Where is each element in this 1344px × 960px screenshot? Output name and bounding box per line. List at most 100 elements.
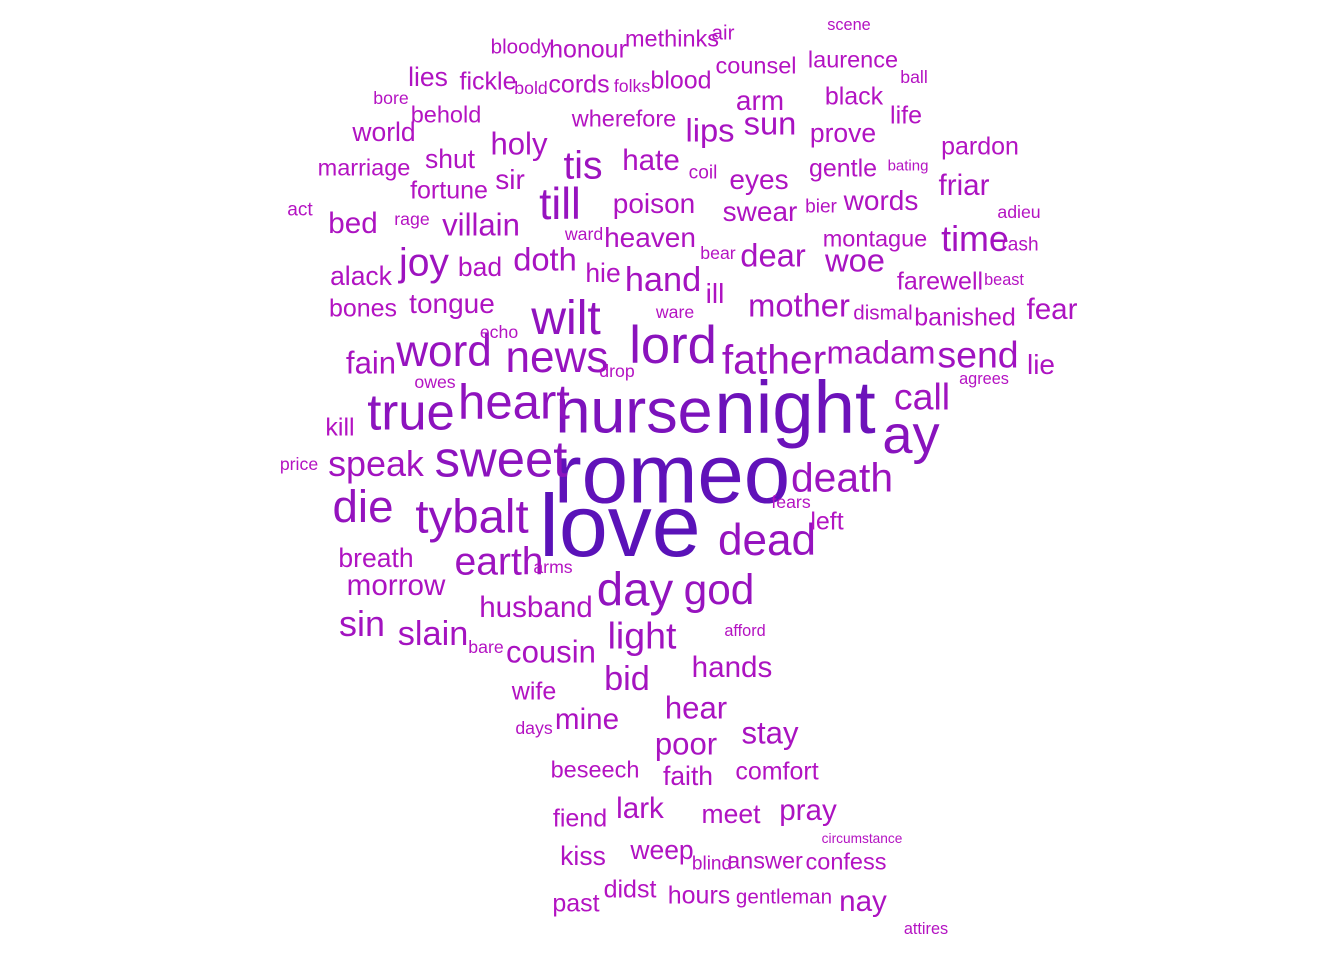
word-bier: bier	[805, 196, 837, 218]
word-fortune: fortune	[410, 176, 488, 205]
word-beast: beast	[984, 270, 1024, 289]
word-owes: owes	[414, 372, 456, 393]
word-husband: husband	[479, 591, 593, 625]
word-bloody: bloody	[490, 35, 552, 59]
word-hie: hie	[585, 257, 621, 288]
word-montague: montague	[822, 225, 928, 252]
word-bore: bore	[373, 88, 409, 109]
word-ward: ward	[564, 224, 604, 245]
word-past: past	[552, 889, 600, 918]
word-speak: speak	[328, 444, 424, 485]
word-ay: ay	[882, 404, 940, 465]
word-stay: stay	[741, 715, 799, 751]
word-confess: confess	[805, 848, 887, 875]
word-lips: lips	[685, 111, 735, 149]
word-true: true	[367, 383, 455, 441]
word-time: time	[941, 219, 1009, 260]
word-morrow: morrow	[346, 569, 446, 603]
word-wherefore: wherefore	[571, 105, 677, 132]
word-pardon: pardon	[941, 132, 1019, 161]
word-bed: bed	[328, 207, 378, 241]
word-eyes: eyes	[729, 164, 789, 195]
word-lies: lies	[408, 61, 448, 92]
word-afford: afford	[724, 621, 766, 640]
word-sweet: sweet	[434, 430, 568, 488]
word-counsel: counsel	[715, 52, 797, 79]
word-wilt: wilt	[531, 290, 601, 345]
word-news: news	[505, 332, 609, 382]
word-hours: hours	[667, 881, 731, 910]
word-act: act	[287, 199, 313, 221]
word-ware: ware	[655, 302, 695, 323]
word-fear: fear	[1026, 293, 1078, 327]
word-lie: lie	[1026, 349, 1056, 380]
word-bare: bare	[468, 637, 504, 658]
word-laurence: laurence	[807, 46, 899, 73]
word-scene: scene	[827, 15, 871, 34]
word-tongue: tongue	[409, 288, 495, 319]
word-bid: bid	[604, 659, 650, 698]
word-marriage: marriage	[317, 154, 411, 181]
word-life: life	[890, 101, 922, 130]
word-doth: doth	[513, 240, 577, 278]
word-woe: woe	[825, 241, 885, 279]
word-nay: nay	[839, 885, 887, 919]
word-arms: arms	[533, 557, 573, 578]
word-cousin: cousin	[506, 634, 596, 670]
word-hand: hand	[624, 260, 702, 299]
word-joy: joy	[399, 241, 449, 285]
word-pray: pray	[779, 794, 837, 828]
word-beseech: beseech	[550, 756, 640, 783]
word-fiend: fiend	[552, 804, 608, 833]
word-heaven: heaven	[604, 222, 696, 253]
word-hear: hear	[664, 690, 728, 726]
word-bad: bad	[457, 251, 503, 282]
word-sir: sir	[495, 164, 525, 195]
word-kill: kill	[325, 413, 355, 442]
word-tybalt: tybalt	[415, 490, 529, 544]
word-farewell: farewell	[896, 267, 984, 296]
word-slain: slain	[397, 614, 469, 653]
word-hate: hate	[622, 144, 680, 178]
word-wife: wife	[511, 677, 557, 706]
word-night: night	[714, 365, 876, 449]
word-attires: attires	[903, 919, 949, 938]
word-hands: hands	[691, 651, 773, 685]
word-mother: mother	[748, 286, 850, 324]
word-fain: fain	[345, 345, 397, 381]
word-rage: rage	[394, 209, 430, 230]
word-ill: ill	[705, 278, 725, 309]
word-folks: folks	[613, 76, 651, 97]
word-blind: blind	[691, 853, 733, 875]
word-swear: swear	[722, 196, 798, 227]
word-banished: banished	[914, 303, 1016, 332]
word-day: day	[596, 563, 674, 617]
word-gentleman: gentleman	[735, 885, 833, 909]
word-dear: dear	[740, 236, 806, 274]
word-holy: holy	[490, 126, 548, 162]
word-honour: honour	[549, 35, 627, 64]
word-coil: coil	[688, 162, 718, 184]
word-blood: blood	[650, 66, 712, 95]
word-fears: fears	[771, 492, 811, 513]
word-answer: answer	[727, 847, 803, 874]
word-rash: rash	[1001, 234, 1039, 256]
word-circumstance: circumstance	[821, 831, 903, 847]
word-earth: earth	[454, 540, 544, 584]
word-god: god	[683, 565, 755, 613]
word-love: love	[539, 476, 701, 575]
word-behold: behold	[410, 101, 482, 128]
word-bold: bold	[514, 78, 548, 99]
word-madam: madam	[826, 333, 936, 371]
word-sun: sun	[743, 104, 797, 142]
word-lord: lord	[629, 315, 717, 375]
word-ball: ball	[900, 67, 928, 88]
word-air: air	[711, 21, 735, 45]
word-weep: weep	[630, 834, 694, 865]
word-nurse: nurse	[555, 376, 713, 447]
word-lark: lark	[616, 792, 664, 826]
word-black: black	[824, 82, 884, 111]
word-bones: bones	[328, 294, 398, 323]
word-father: father	[721, 336, 827, 383]
